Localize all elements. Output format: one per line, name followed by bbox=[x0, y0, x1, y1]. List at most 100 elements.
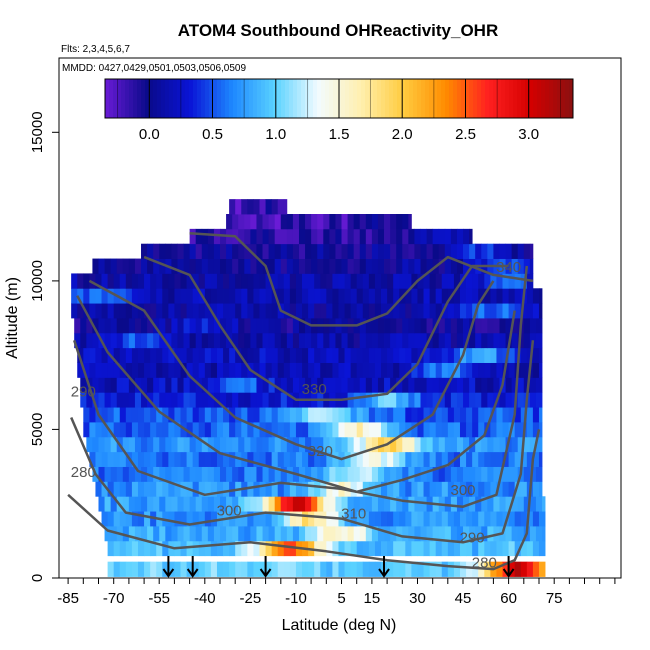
curtain-cell bbox=[119, 540, 127, 557]
curtain-cell bbox=[535, 318, 543, 334]
curtain-cell bbox=[174, 362, 181, 378]
curtain-cell bbox=[377, 377, 385, 393]
curtain-cell bbox=[198, 362, 206, 378]
curtain-cell bbox=[399, 273, 406, 289]
curtain-cell bbox=[463, 466, 470, 482]
colorbar-cell bbox=[541, 79, 546, 118]
curtain-cell bbox=[141, 258, 148, 274]
curtain-cell bbox=[538, 407, 543, 423]
curtain-cell bbox=[359, 214, 367, 230]
curtain-cell bbox=[329, 526, 336, 542]
curtain-cell bbox=[535, 436, 543, 453]
curtain-cell bbox=[265, 540, 273, 557]
curtain-cell bbox=[162, 481, 169, 497]
colorbar-cell bbox=[501, 79, 506, 118]
colorbar-cell bbox=[525, 79, 530, 118]
curtain-cell bbox=[101, 347, 109, 363]
curtain-cell bbox=[317, 243, 324, 259]
curtain-cell bbox=[526, 407, 534, 423]
colorbar-cell bbox=[469, 79, 474, 118]
curtain-cell bbox=[210, 288, 218, 304]
curtain-cell bbox=[514, 511, 522, 527]
curtain-cell bbox=[444, 318, 452, 334]
curtain-cell bbox=[359, 228, 367, 245]
curtain-cell bbox=[463, 436, 470, 453]
curtain-cell bbox=[459, 451, 467, 467]
curtain-cell bbox=[168, 511, 175, 527]
curtain-cell bbox=[153, 332, 160, 349]
curtain-cell bbox=[341, 243, 348, 259]
curtain-cell bbox=[207, 377, 215, 393]
curtain-cell bbox=[128, 392, 136, 408]
curtain-cell bbox=[302, 407, 309, 423]
curtain-cell bbox=[302, 273, 309, 289]
curtain-cell bbox=[384, 377, 391, 393]
curtain-cell bbox=[353, 214, 361, 230]
curtain-cell bbox=[320, 422, 327, 438]
curtain-cell bbox=[235, 407, 242, 423]
curtain-cell bbox=[414, 258, 421, 274]
curtain-cell bbox=[377, 526, 385, 542]
colorbar-cell bbox=[153, 79, 158, 118]
curtain-cell bbox=[271, 511, 279, 527]
curtain-cell bbox=[235, 540, 242, 557]
curtain-cell bbox=[335, 228, 342, 245]
curtain-cell bbox=[490, 288, 497, 304]
curtain-cell bbox=[453, 511, 461, 527]
curtain-cell bbox=[210, 481, 218, 497]
curtain-cell bbox=[362, 407, 370, 423]
curtain-cell bbox=[168, 451, 175, 467]
curtain-cell bbox=[472, 273, 479, 289]
curtain-cell bbox=[535, 377, 543, 393]
curtain-cell bbox=[302, 347, 309, 363]
curtain-cell bbox=[247, 511, 254, 527]
curtain-cell bbox=[387, 540, 394, 557]
contour-label: 300 bbox=[450, 482, 475, 499]
curtain-cell bbox=[168, 561, 175, 577]
curtain-cell bbox=[232, 436, 239, 453]
curtain-cell bbox=[341, 526, 348, 542]
colorbar-cell bbox=[509, 79, 514, 118]
curtain-cell bbox=[207, 258, 215, 274]
curtain-cell bbox=[277, 451, 285, 467]
curtain-cell bbox=[131, 273, 139, 289]
curtain-cell bbox=[381, 407, 388, 423]
curtain-cell bbox=[523, 496, 531, 512]
curtain-cell bbox=[86, 332, 93, 349]
curtain-cell bbox=[429, 362, 437, 378]
curtain-cell bbox=[344, 561, 352, 577]
curtain-cell bbox=[371, 332, 379, 349]
x-axis: -85 -70 -55 -40 -25 -10 5 15 30 45 60 75 bbox=[57, 578, 616, 607]
curtain-cell bbox=[314, 362, 321, 378]
curtain-cell bbox=[450, 332, 458, 349]
curtain-cell bbox=[204, 362, 212, 378]
colorbar-cell bbox=[309, 79, 314, 118]
curtain-cell bbox=[286, 392, 294, 408]
curtain-cell bbox=[353, 392, 361, 408]
curtain-cell bbox=[444, 466, 452, 482]
curtain-cell bbox=[411, 451, 418, 467]
curtain-cell bbox=[517, 526, 525, 542]
curtain-cell bbox=[128, 377, 136, 393]
curtain-cell bbox=[116, 332, 124, 349]
curtain-cell bbox=[362, 422, 370, 438]
curtain-cell bbox=[344, 288, 352, 304]
curtain-cell bbox=[286, 228, 294, 245]
curtain-cell bbox=[542, 526, 546, 542]
curtain-cell bbox=[387, 451, 394, 467]
curtain-cell bbox=[305, 228, 312, 245]
curtain-cell bbox=[268, 214, 276, 230]
curtain-cell bbox=[192, 481, 200, 497]
curtain-cell bbox=[314, 273, 321, 289]
colorbar-cell bbox=[481, 79, 486, 118]
curtain-cell bbox=[213, 318, 221, 334]
curtain-cell bbox=[332, 407, 339, 423]
curtain-cell bbox=[538, 347, 543, 363]
curtain-cell bbox=[323, 466, 330, 482]
curtain-cell bbox=[144, 540, 151, 557]
curtain-cell bbox=[456, 377, 464, 393]
curtain-cell bbox=[189, 332, 197, 349]
curtain-cell bbox=[447, 481, 455, 497]
curtain-cell bbox=[377, 466, 385, 482]
curtain-cell bbox=[250, 318, 257, 334]
